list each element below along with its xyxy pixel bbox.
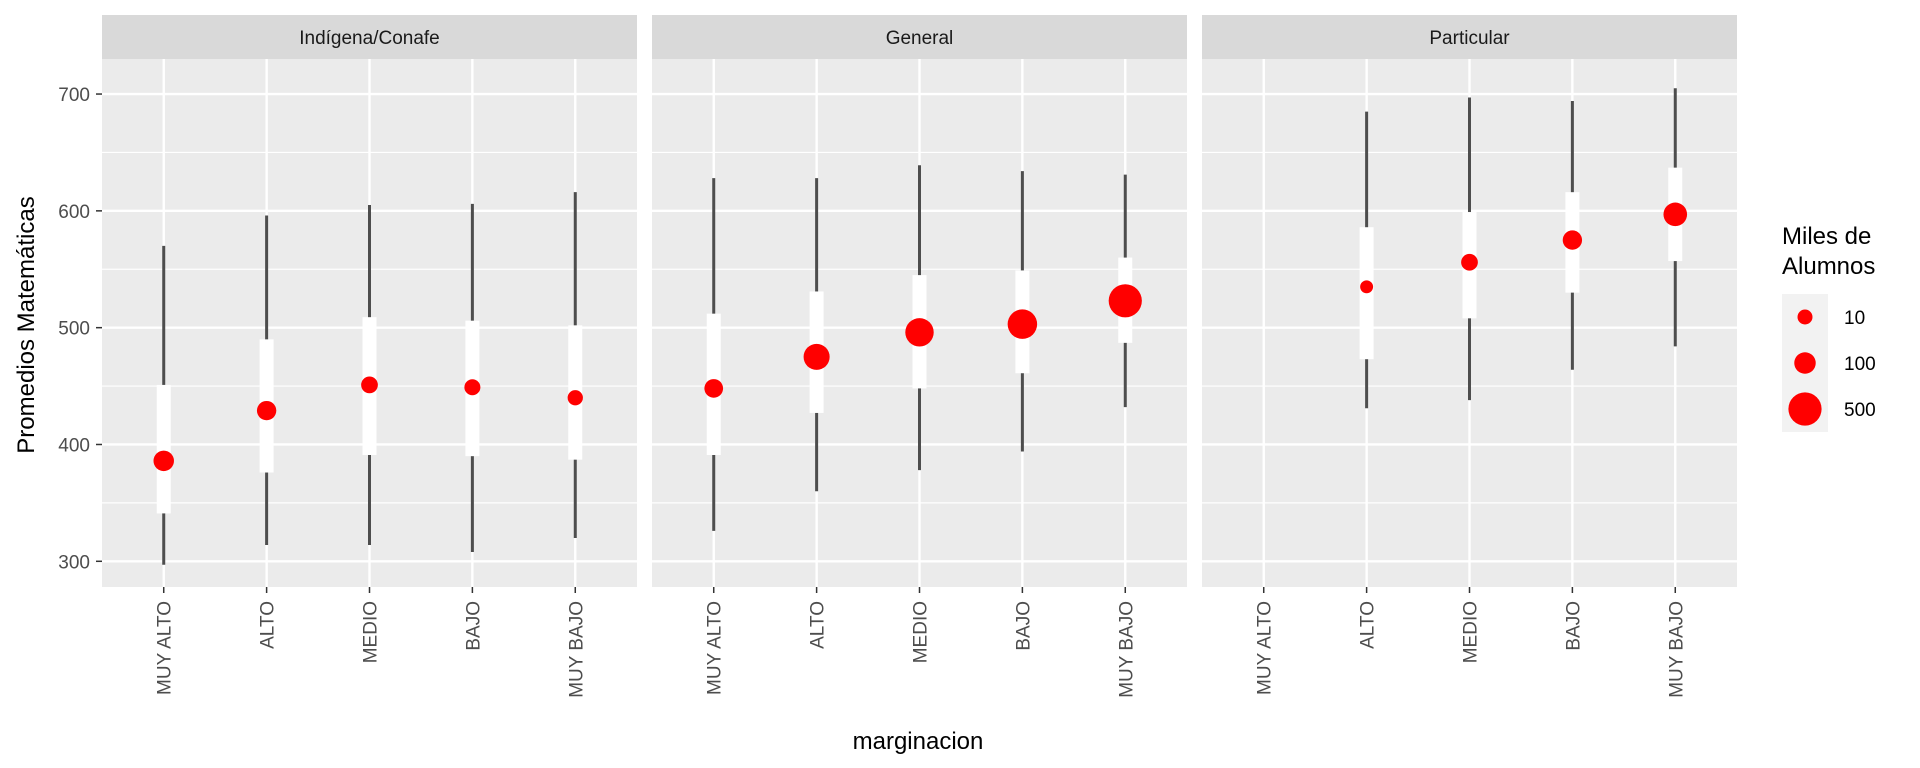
mean-point <box>1562 230 1583 250</box>
mean-point <box>1007 309 1038 339</box>
panel-3: Particular MUY ALTO ALTO MEDIO BAJO MUY BAJO <box>1202 15 1737 698</box>
legend-key-point <box>1797 309 1813 325</box>
facet-strip <box>102 15 637 59</box>
x-tick-label: MUY BAJO <box>566 601 587 698</box>
x-tick-label: MEDIO <box>1461 601 1482 663</box>
facet-strip-label: Indígena/Conafe <box>299 28 440 49</box>
legend-title-line: Miles de <box>1782 223 1871 250</box>
x-tick-label: MUY ALTO <box>705 601 726 695</box>
mean-point <box>1360 280 1374 294</box>
data-point-group <box>153 245 174 565</box>
data-point-group <box>1461 97 1478 401</box>
mean-point <box>1461 253 1478 271</box>
data-point-group <box>1007 171 1038 452</box>
mean-point <box>464 379 481 396</box>
x-tick-label: BAJO <box>463 601 484 651</box>
mean-point <box>1108 284 1142 318</box>
data-point-group <box>256 215 277 545</box>
data-point-group <box>1562 101 1583 370</box>
panels-layer: Indígena/Conafe MUY ALTO ALTO MEDIO BAJO MUY … <box>102 15 1737 698</box>
x-tick-label: ALTO <box>258 601 279 649</box>
panel-2: General MUY ALTO ALTO MEDIO BAJO MUY BAJO <box>652 15 1187 698</box>
x-tick-label: MUY BAJO <box>1666 601 1687 698</box>
data-point-group <box>1108 174 1142 408</box>
data-point-group <box>704 178 724 531</box>
data-point-group <box>361 205 378 545</box>
x-tick-label: MUY ALTO <box>1255 601 1276 695</box>
mean-point <box>361 376 378 394</box>
mean-point <box>704 379 724 398</box>
y-tick-label: 700 <box>58 85 90 106</box>
mean-point <box>256 400 277 421</box>
facet-strip-label: General <box>886 28 954 49</box>
x-tick-label: BAJO <box>1563 601 1584 651</box>
interquartile-bar <box>156 384 171 514</box>
legend-label: 500 <box>1844 400 1876 421</box>
mean-point <box>905 318 934 347</box>
y-tick-label: 600 <box>58 202 90 223</box>
mean-point <box>1663 202 1688 227</box>
x-tick-label: MUY ALTO <box>155 601 176 695</box>
legend-key-point <box>1794 352 1816 374</box>
legend-label: 100 <box>1844 354 1876 375</box>
mean-point <box>153 450 174 472</box>
x-tick-label: MEDIO <box>911 601 932 663</box>
x-tick-label: ALTO <box>1358 601 1379 649</box>
data-point-group <box>1359 111 1374 409</box>
y-tick-label: 500 <box>58 319 90 340</box>
panel-1: Indígena/Conafe MUY ALTO ALTO MEDIO BAJO MUY … <box>102 15 637 698</box>
data-point-group <box>905 165 934 471</box>
mean-point <box>803 343 830 370</box>
y-axis: 300 400 500 600 700 <box>58 85 102 573</box>
mean-point <box>567 390 583 406</box>
x-tick-label: BAJO <box>1013 601 1034 651</box>
data-point-group <box>464 203 481 552</box>
y-tick-label: 400 <box>58 435 90 456</box>
data-point-group <box>803 178 830 492</box>
facet-strip <box>652 15 1187 59</box>
x-tick-label: MEDIO <box>361 601 382 663</box>
legend-key-point <box>1788 392 1822 426</box>
x-axis-title: marginacion <box>853 728 984 755</box>
legend: Miles de Alumnos 10 100 500 <box>1782 223 1876 432</box>
legend-title-line: Alumnos <box>1782 253 1875 280</box>
facet-strip <box>1202 15 1737 59</box>
legend-label: 10 <box>1844 308 1865 329</box>
data-point-group <box>1663 88 1688 347</box>
x-tick-label: ALTO <box>808 601 829 649</box>
y-tick-label: 300 <box>58 552 90 573</box>
facet-strip-label: Particular <box>1429 28 1510 49</box>
data-point-group <box>567 192 583 538</box>
x-tick-label: MUY BAJO <box>1116 601 1137 698</box>
y-axis-title: Promedios Matemáticas <box>13 196 40 453</box>
